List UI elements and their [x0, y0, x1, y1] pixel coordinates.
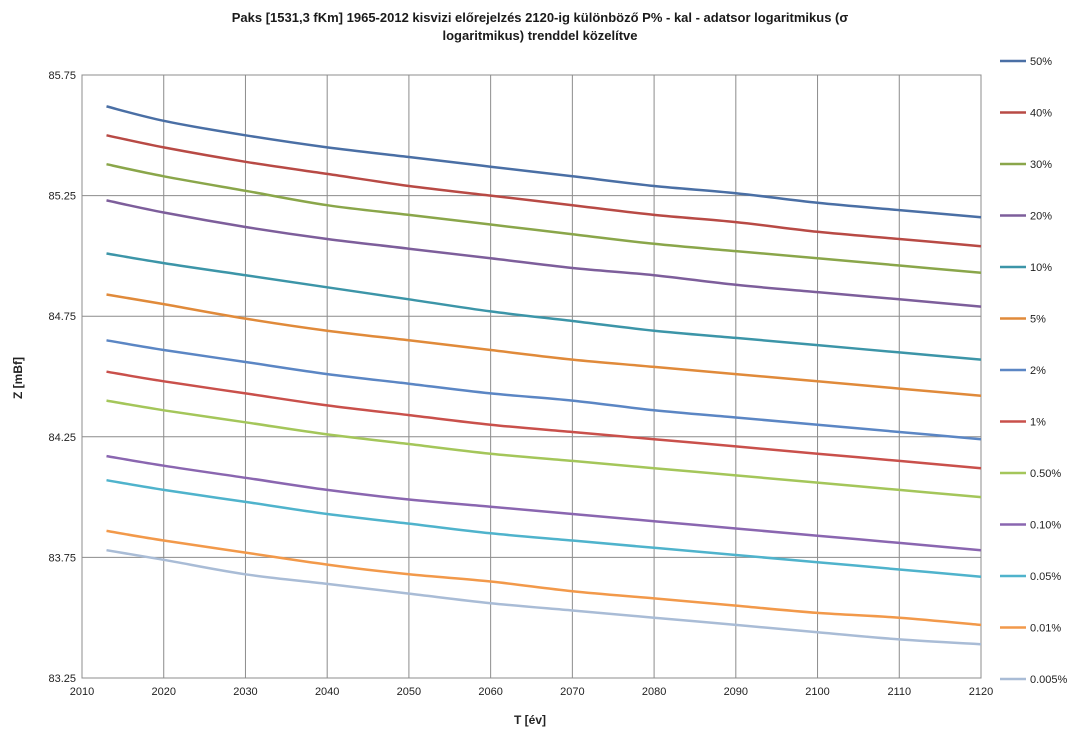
x-tick-label: 2100	[805, 686, 829, 698]
x-tick-label: 2060	[478, 686, 502, 698]
x-tick-label: 2040	[315, 686, 339, 698]
y-tick-label: 84.75	[48, 311, 76, 323]
chart-title-line-1: Paks [1531,3 fKm] 1965-2012 kisvizi előr…	[232, 10, 849, 25]
series-line-10	[106, 478, 982, 578]
y-tick-label: 84.25	[48, 432, 76, 444]
x-tick-label: 2110	[887, 686, 911, 698]
legend-label: 0.05%	[1030, 571, 1061, 583]
x-tick-label: 2050	[397, 686, 421, 698]
legend-label: 5%	[1030, 314, 1046, 326]
series-line-7	[106, 370, 982, 470]
series-line-9	[106, 454, 982, 552]
legend-label: 0.005%	[1030, 674, 1068, 686]
x-tick-label: 2090	[724, 686, 748, 698]
x-tick-label: 2080	[642, 686, 666, 698]
legend-label: 30%	[1030, 159, 1052, 171]
legend-label: 20%	[1030, 211, 1052, 223]
x-tick-label: 2030	[233, 686, 257, 698]
legend-label: 40%	[1030, 108, 1052, 120]
series-line-4	[106, 252, 982, 361]
x-axis-label: T [év]	[514, 713, 546, 727]
series-line-11	[106, 529, 982, 627]
legend-label: 1%	[1030, 417, 1046, 429]
legend-label: 50%	[1030, 56, 1052, 68]
series-line-3	[106, 199, 982, 308]
legend: 50% 40% 30% 20% 10% 5% 2% 1% 0.50% 0.10% 0.05% 0.01…	[1000, 56, 1068, 686]
legend-label: 0.50%	[1030, 468, 1061, 480]
series-layer	[106, 105, 982, 646]
tick-layer: 2010 2020 2030 2040 2050 2060 2070 2080 2090 2100…	[48, 70, 993, 698]
series-line-0	[106, 105, 982, 219]
x-tick-label: 2010	[70, 686, 94, 698]
y-tick-label: 85.25	[48, 191, 76, 203]
series-line-5	[106, 293, 982, 398]
legend-label: 0.10%	[1030, 520, 1061, 532]
x-tick-label: 2020	[151, 686, 175, 698]
y-tick-label: 85.75	[48, 70, 76, 82]
legend-label: 2%	[1030, 365, 1046, 377]
chart-title-line-2: logaritmikus) trenddel közelítve	[442, 28, 637, 43]
series-line-2	[106, 162, 982, 275]
series-line-1	[106, 134, 982, 248]
x-tick-label: 2070	[560, 686, 584, 698]
y-tick-label: 83.25	[48, 673, 76, 685]
y-tick-label: 83.75	[48, 552, 76, 564]
legend-label: 0.01%	[1030, 623, 1061, 635]
series-line-8	[106, 399, 982, 499]
x-tick-label: 2120	[969, 686, 993, 698]
series-line-12	[106, 548, 982, 646]
legend-label: 10%	[1030, 262, 1052, 274]
series-line-6	[106, 339, 982, 441]
y-axis-label: Z [mBf]	[11, 357, 25, 399]
